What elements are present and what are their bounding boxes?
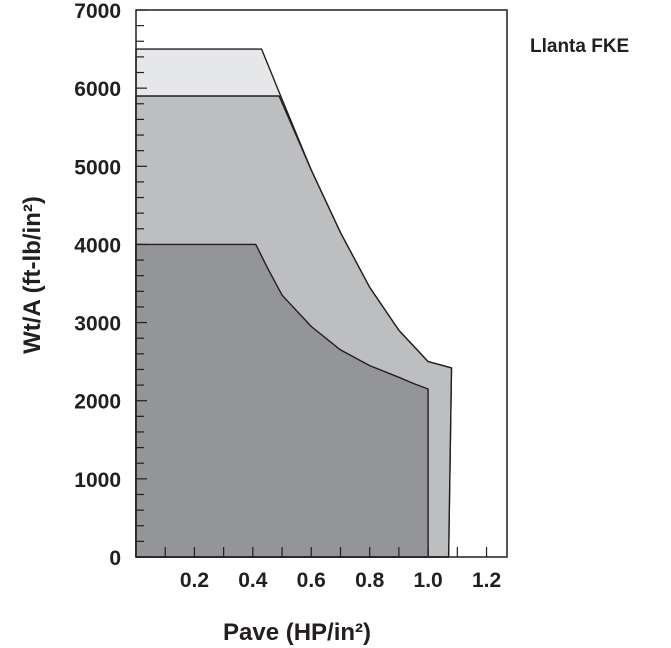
y-tick-label: 2000 (74, 391, 121, 414)
y-tick-label: 7000 (74, 0, 121, 23)
y-tick-label: 1000 (74, 469, 121, 492)
x-tick-label: 1.0 (414, 569, 443, 592)
legend-label: Llanta FKE (530, 36, 629, 57)
y-tick-label: 5000 (74, 156, 121, 179)
plot-areas (136, 49, 452, 557)
y-tick-label: 6000 (74, 78, 121, 101)
y-tick-label: 0 (109, 547, 121, 570)
y-axis-title: Wt/A (ft-lb/in²) (19, 196, 46, 354)
x-tick-label: 0.6 (297, 569, 326, 592)
x-tick-label: 0.2 (180, 569, 209, 592)
x-tick-label: 1.2 (472, 569, 501, 592)
x-axis-title: Pave (HP/in²) (223, 619, 371, 646)
x-tick-label: 0.8 (355, 569, 385, 592)
x-tick-label: 0.4 (238, 569, 268, 592)
y-tick-label: 4000 (74, 234, 121, 257)
y-tick-label: 3000 (74, 313, 121, 336)
